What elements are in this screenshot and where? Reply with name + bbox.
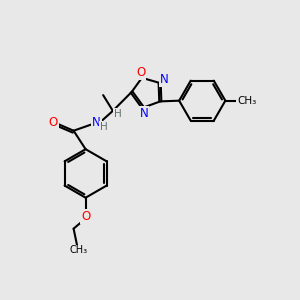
Text: O: O [81,210,90,223]
Text: N: N [92,116,101,129]
Text: H: H [100,122,107,132]
Text: O: O [49,116,58,129]
Text: CH₃: CH₃ [237,96,256,106]
Text: CH₃: CH₃ [69,245,87,255]
Text: O: O [136,66,146,79]
Text: H: H [114,109,122,119]
Text: N: N [140,106,148,119]
Text: N: N [160,73,169,86]
